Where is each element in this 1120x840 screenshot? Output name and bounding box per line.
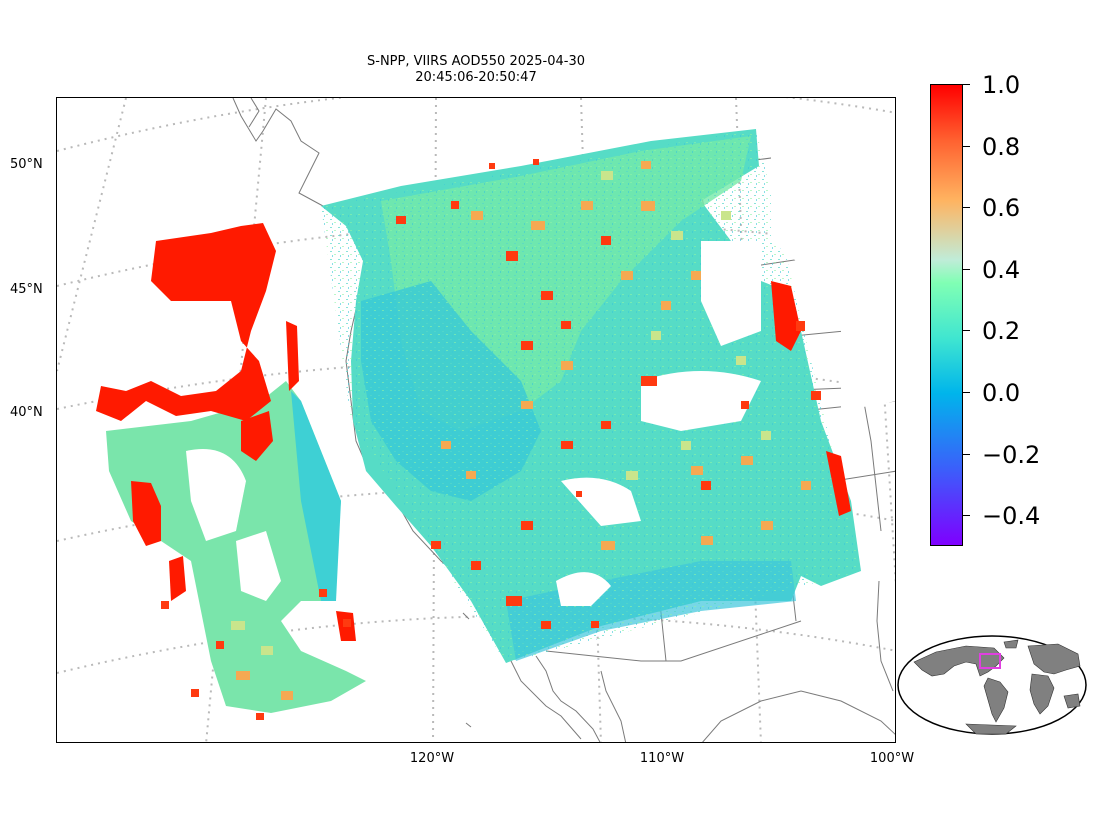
colorbar <box>930 84 963 546</box>
parallel-30n <box>57 614 895 674</box>
colorbar-tick-label: 0.6 <box>982 194 1021 223</box>
colorbar-tick-label: 0.8 <box>982 132 1021 161</box>
plot-title-line1: S-NPP, VIIRS AOD550 2025-04-30 <box>367 54 585 69</box>
colorbar-tick <box>963 207 970 209</box>
aod-swath-main <box>321 129 895 663</box>
lat-label-40n: 40°N <box>10 405 43 420</box>
colorbar-tick <box>963 330 970 332</box>
lon-label-110w: 110°W <box>639 751 685 766</box>
lat-label-50n: 50°N <box>10 157 43 172</box>
colorbar-tick <box>963 145 970 147</box>
colorbar-tick <box>963 84 970 85</box>
aod-map <box>56 97 896 743</box>
colorbar-tick <box>963 515 970 517</box>
meridian-130w <box>57 98 127 372</box>
aod-scatter <box>161 159 821 720</box>
lon-label-120w: 120°W <box>409 751 455 766</box>
colorbar-tick-label: −0.4 <box>982 502 1041 531</box>
lat-label-45n: 45°N <box>10 282 43 297</box>
inset-region-box <box>979 653 1001 669</box>
colorbar-tick-label: −0.2 <box>982 440 1041 469</box>
globe-locator-icon <box>896 634 1088 740</box>
plot-title-line2: 20:45:06-20:50:47 <box>415 70 537 85</box>
colorbar-tick <box>963 392 970 393</box>
globe-inset-svg <box>897 635 1087 735</box>
colorbar-tick-label: 0.4 <box>982 255 1021 284</box>
colorbar-tick <box>963 453 970 455</box>
aod-swath-ocean <box>106 381 366 713</box>
parallel-50n <box>57 98 895 152</box>
colorbar-tick-label: 1.0 <box>982 71 1021 99</box>
map-canvas <box>57 98 895 742</box>
colorbar-tick <box>963 268 970 270</box>
colorbar-tick-label: 0.0 <box>982 379 1021 407</box>
colorbar-tick-label: 0.2 <box>982 317 1021 346</box>
aod-high-patches <box>96 223 851 641</box>
lon-label-100w: 100°W <box>869 751 915 766</box>
